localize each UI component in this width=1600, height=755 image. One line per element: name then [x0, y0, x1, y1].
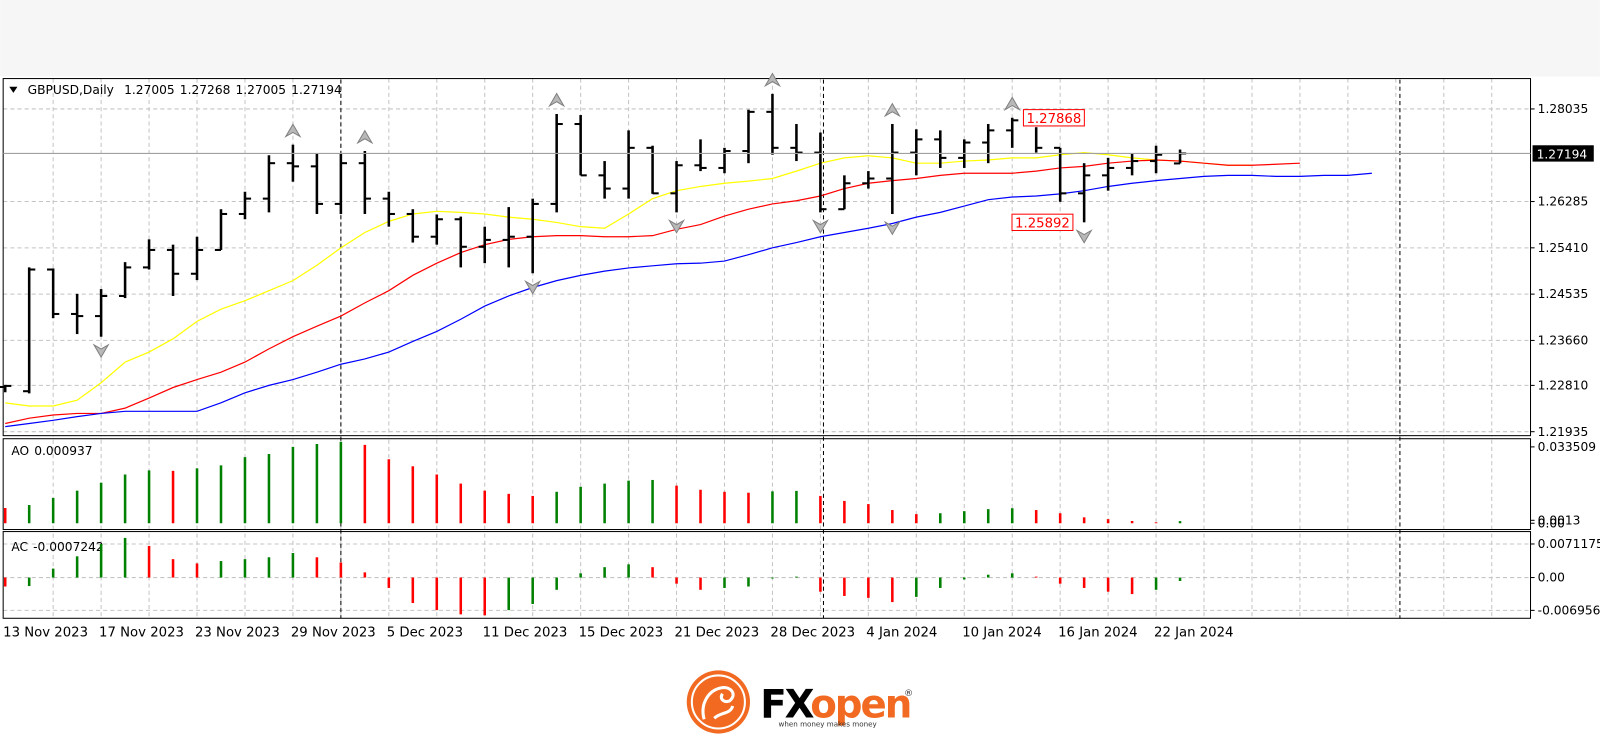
header-open: 1.27005 [124, 83, 175, 97]
annotation-box [1022, 109, 1085, 127]
brand-prefix: FX [760, 682, 814, 727]
chart-header: GBPUSD,Daily 1.27005 1.27268 1.27005 1.27194 [28, 83, 342, 97]
x-tick-label: 5 Dec 2023 [387, 626, 463, 641]
x-tick-label: 4 Jan 2024 [866, 626, 937, 641]
fractal-up [883, 102, 901, 118]
y-tick-label: 1.28035 [1538, 102, 1589, 116]
annotation-label: 1.25892 [1015, 216, 1070, 231]
x-tick-label: 21 Dec 2023 [675, 626, 760, 641]
y-tick-label: 0.00 [1538, 571, 1565, 585]
ao-header: AO 0.000937 [11, 444, 92, 458]
menu-triangle [9, 86, 18, 93]
ac-header: AC -0.0007242 [11, 540, 103, 554]
y-tick-label: -0.006956 [1538, 603, 1600, 617]
fractal-down [92, 343, 110, 359]
logo-dragon [701, 686, 735, 720]
y-tick-label: 0.033509 [1538, 440, 1596, 454]
header-low: 1.27005 [235, 83, 286, 97]
tagline: when money makes money [779, 719, 877, 728]
y-tick-label: 1.25410 [1538, 241, 1589, 255]
fractal-up [284, 123, 302, 138]
price-panel [2, 78, 1532, 437]
annotation-label: 1.27868 [1027, 112, 1082, 127]
logo-ring [690, 674, 746, 730]
ao-title: AO [11, 444, 29, 458]
fractal-up [1003, 96, 1021, 112]
x-tick-label: 17 Nov 2023 [99, 626, 184, 641]
chart-title: GBPUSD,Daily [28, 83, 114, 97]
y-tick-label: 1.21935 [1538, 425, 1589, 439]
ao-panel [2, 438, 1532, 531]
fractal-up [548, 92, 566, 108]
fractal-down [883, 220, 901, 236]
indicator-value: -0.0007242 [33, 540, 104, 554]
fractal-down [1075, 229, 1093, 244]
footer-area [0, 645, 1600, 755]
indicator-value: 0.000937 [34, 444, 92, 458]
registered-mark: ® [904, 688, 913, 699]
y-tick-label: 0.0013 [1538, 513, 1581, 527]
y-tick-label: 0.00 [1538, 516, 1565, 530]
brand-suffix: open [810, 682, 910, 727]
x-tick-label: 15 Dec 2023 [579, 626, 664, 641]
x-tick-label: 28 Dec 2023 [770, 626, 855, 641]
x-tick-label: 29 Nov 2023 [291, 626, 376, 641]
fractal-down [524, 280, 542, 295]
y-tick-label: 1.23660 [1538, 334, 1589, 348]
current-price-box [1532, 145, 1594, 162]
x-tick-label: 10 Jan 2024 [962, 626, 1041, 641]
logo-circle [686, 670, 751, 734]
fractal-up [356, 129, 374, 145]
fractal-up [763, 72, 781, 88]
fractal-down [668, 219, 686, 234]
ac-panel [2, 531, 1532, 619]
y-tick-label: 1.26285 [1538, 195, 1589, 209]
y-tick-label: 1.24535 [1538, 287, 1589, 301]
chart-area [0, 76, 1600, 646]
annotation-box [1011, 213, 1074, 232]
fractal-down [811, 219, 829, 234]
ma-line [5, 172, 1372, 428]
x-tick-label: 16 Jan 2024 [1058, 626, 1137, 641]
header-high: 1.27268 [180, 83, 231, 97]
top-band [0, 0, 1600, 77]
y-tick-label: 1.22810 [1538, 378, 1589, 392]
header-close: 1.27194 [291, 83, 342, 97]
x-tick-label: 23 Nov 2023 [195, 626, 280, 641]
ma-line [5, 151, 1252, 407]
logo: FX open ® when money makes money [686, 670, 913, 734]
x-tick-label: 13 Nov 2023 [3, 626, 88, 641]
y-tick-label: 0.0071175 [1538, 537, 1600, 551]
x-tick-label: 22 Jan 2024 [1154, 626, 1233, 641]
ac-title: AC [11, 540, 28, 554]
current-price-label: 1.27194 [1537, 148, 1588, 162]
x-tick-label: 11 Dec 2023 [483, 626, 568, 641]
